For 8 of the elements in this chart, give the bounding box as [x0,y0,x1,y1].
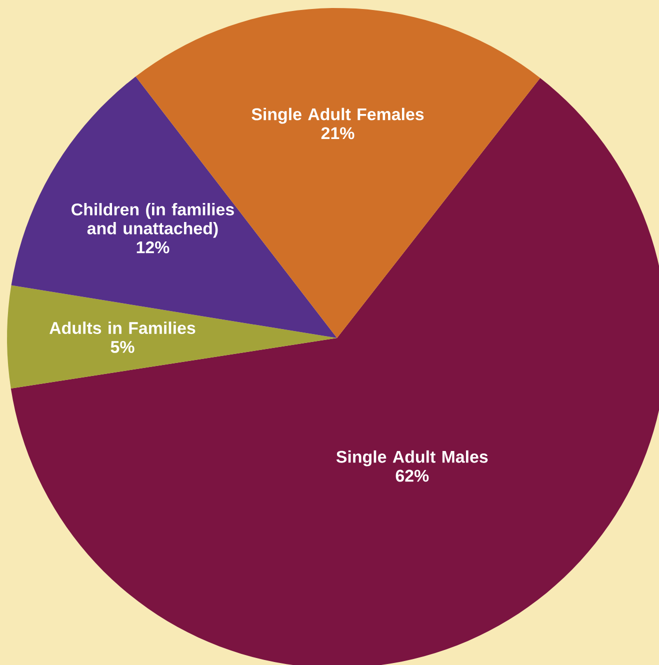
data-label: 5% [110,340,134,353]
data-label: 12% [136,241,170,254]
data-label: 62% [396,470,429,482]
slice-label: Single Adult Females [252,108,424,124]
slice-label: Single Adult Males [336,450,488,466]
slice-label: Children (in families and unattached) [72,203,234,238]
data-label: 21% [321,127,354,140]
slice-label: Adults in Families [50,322,196,334]
